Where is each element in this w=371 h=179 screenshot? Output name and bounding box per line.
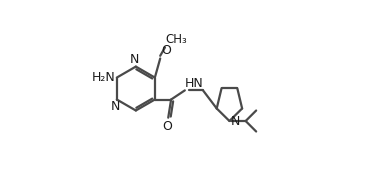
Text: N: N — [111, 100, 121, 113]
Text: O: O — [161, 43, 171, 57]
Text: CH₃: CH₃ — [165, 33, 187, 46]
Text: N: N — [130, 53, 139, 66]
Text: O: O — [162, 120, 172, 133]
Text: HN: HN — [185, 77, 204, 90]
Text: H₂N: H₂N — [92, 71, 115, 84]
Text: N: N — [230, 115, 240, 127]
